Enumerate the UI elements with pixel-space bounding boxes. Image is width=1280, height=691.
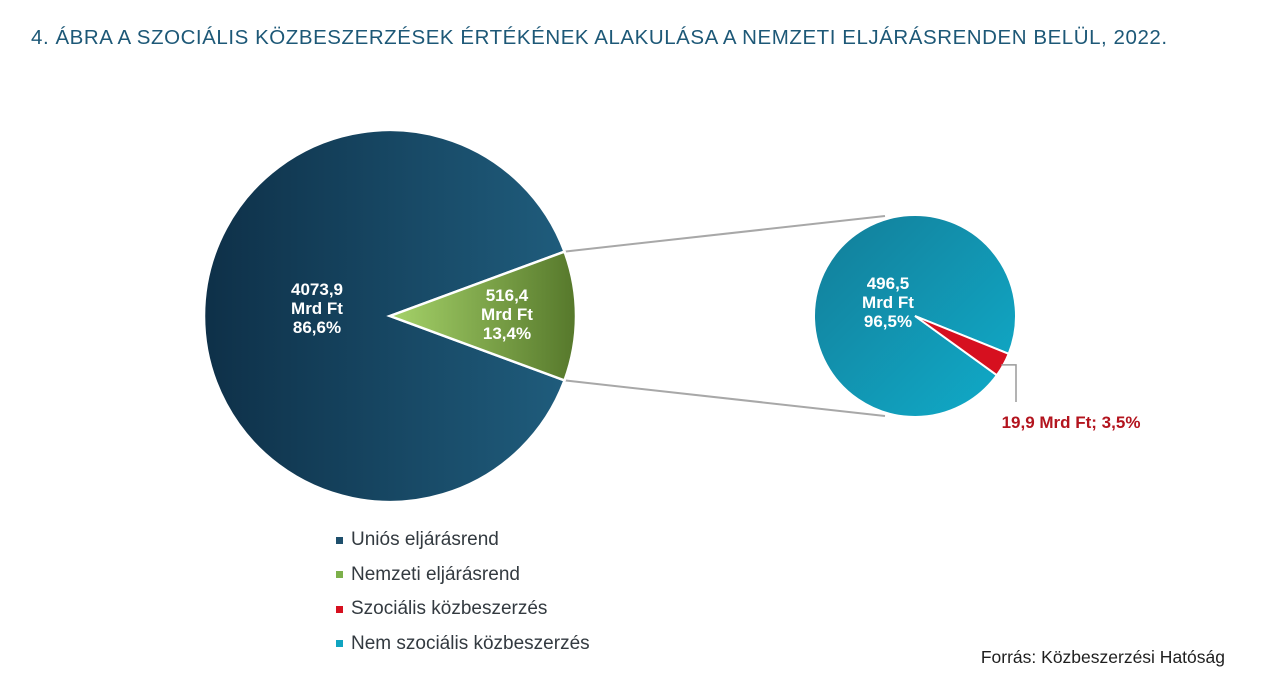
- label-szocialis: 19,9 Mrd Ft; 3,5%: [1002, 413, 1141, 432]
- label-nemzeti: 516,4 Mrd Ft 13,4%: [481, 286, 533, 343]
- legend-label: Uniós eljárásrend: [351, 529, 499, 551]
- legend-item-nemzeti: Nemzeti eljárásrend: [336, 558, 590, 593]
- label-unios: 4073,9 Mrd Ft 86,6%: [291, 280, 343, 337]
- connector-bottom: [564, 379, 886, 417]
- chart-title: 4. ÁBRA A SZOCIÁLIS KÖZBESZERZÉSEK ÉRTÉK…: [31, 26, 1168, 49]
- legend-swatch-szocialis: [336, 605, 343, 613]
- legend-label: Szociális közbeszerzés: [351, 598, 548, 620]
- connector-top: [564, 215, 886, 253]
- legend: Uniós eljárásrend Nemzeti eljárásrend Sz…: [336, 523, 590, 661]
- slice-unios: [202, 128, 567, 504]
- legend-item-unios: Uniós eljárásrend: [336, 523, 590, 558]
- label-nem-szocialis: 496,5 Mrd Ft 96,5%: [862, 274, 914, 331]
- legend-item-szocialis: Szociális közbeszerzés: [336, 592, 590, 627]
- leader-line-szocialis: [1001, 364, 1017, 402]
- legend-swatch-nem-szocialis: [336, 640, 343, 648]
- legend-swatch-nemzeti: [336, 571, 343, 579]
- legend-label: Nemzeti eljárásrend: [351, 563, 520, 585]
- slice-nemzeti: [386, 250, 578, 382]
- legend-item-nem-szocialis: Nem szociális közbeszerzés: [336, 627, 590, 662]
- source-note: Forrás: Közbeszerzési Hatóság: [980, 647, 1225, 667]
- legend-label: Nem szociális közbeszerzés: [351, 632, 590, 654]
- legend-swatch-unios: [336, 536, 343, 544]
